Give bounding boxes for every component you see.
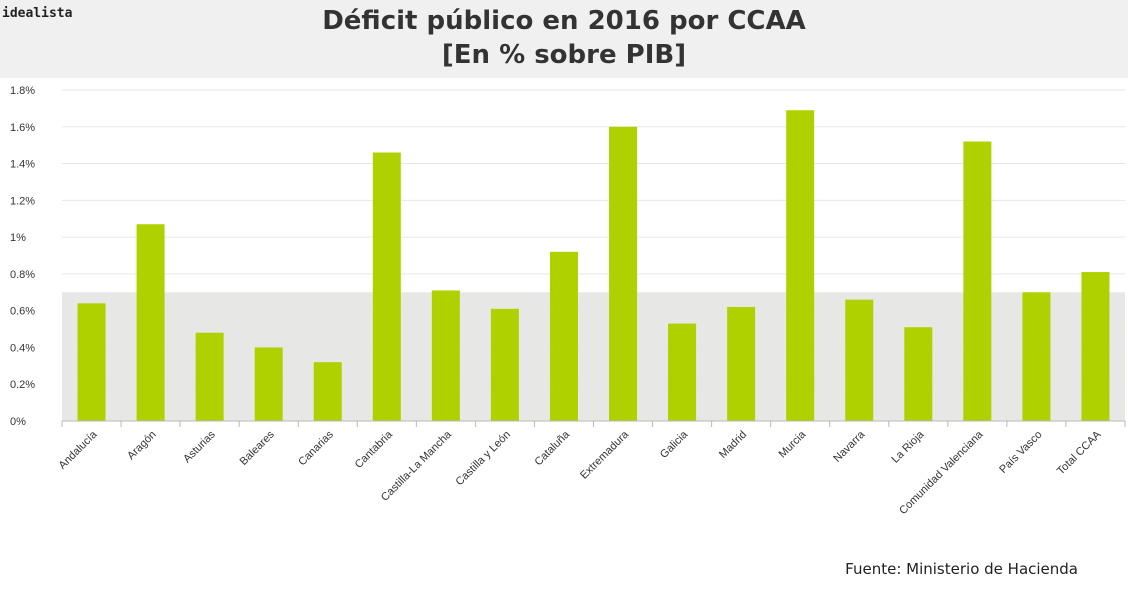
bar: [372, 152, 401, 421]
y-tick-label: 1.2%: [10, 195, 35, 207]
x-tick-label: Asturias: [181, 428, 218, 465]
x-tick-label: Castilla y León: [454, 429, 514, 489]
x-tick-label: País Vasco: [997, 429, 1044, 476]
x-tick-label: Cataluña: [532, 428, 572, 468]
bar: [1081, 272, 1110, 421]
y-tick-label: 0.6%: [10, 306, 35, 318]
y-tick-label: 0%: [10, 416, 26, 428]
x-tick-label: Total CCAA: [1055, 428, 1104, 477]
bar: [490, 308, 519, 421]
bar: [77, 303, 106, 421]
bar: [963, 141, 992, 421]
y-tick-label: 0.8%: [10, 269, 35, 281]
shaded-band: [62, 292, 1125, 421]
x-tick-label: Andalucía: [57, 428, 101, 472]
bar: [845, 299, 874, 421]
x-tick-label: La Rioja: [889, 428, 927, 466]
bar: [254, 347, 283, 421]
y-tick-label: 1.8%: [10, 85, 35, 97]
x-tick-label: Canarias: [296, 428, 336, 468]
y-tick-label: 1%: [10, 232, 26, 244]
bar: [136, 224, 165, 421]
bar: [668, 323, 697, 421]
x-tick-label: Navarra: [831, 428, 868, 465]
x-tick-label: Cantabria: [353, 428, 396, 471]
x-tick-label: Madrid: [717, 429, 749, 461]
bar: [195, 332, 224, 421]
x-tick-label: Aragón: [125, 429, 159, 463]
bar: [904, 327, 933, 421]
bar: [431, 290, 460, 421]
bar: [549, 251, 578, 421]
x-tick-label: Murcia: [776, 428, 808, 460]
bar: [786, 110, 815, 421]
source-note: Fuente: Ministerio de Hacienda: [845, 560, 1078, 578]
x-tick-label: Extremadura: [578, 428, 632, 482]
bar: [313, 362, 342, 421]
chart-subtitle: [En % sobre PIB]: [441, 40, 687, 70]
x-tick-label: Baleares: [238, 428, 278, 468]
brand-logo: idealista: [2, 6, 73, 21]
y-tick-label: 0.2%: [10, 379, 35, 391]
bar: [1022, 292, 1051, 421]
bar: [727, 306, 756, 421]
chart-title: Déficit público en 2016 por CCAA: [322, 6, 806, 36]
y-tick-label: 1.6%: [10, 122, 35, 134]
x-tick-label: Galicia: [658, 428, 691, 461]
chart-header: idealista Déficit público en 2016 por CC…: [0, 0, 1128, 78]
bar-chart: 0% 0.2% 0.4% 0.6% 0.8% 1% 1.2% 1.4% 1.6% 1.8% Anda…: [10, 85, 1126, 517]
y-tick-label: 0.4%: [10, 342, 35, 354]
bar: [609, 126, 638, 422]
y-tick-label: 1.4%: [10, 159, 35, 171]
